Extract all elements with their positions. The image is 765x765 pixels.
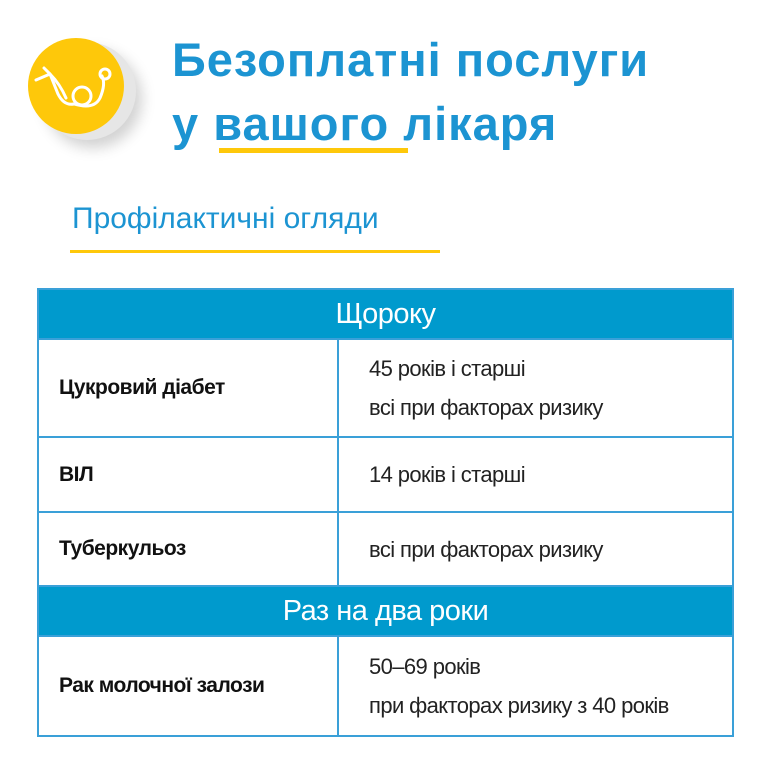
table-row: Туберкульоз всі при факторах ризику <box>37 511 734 587</box>
condition-name: Цукровий діабет <box>37 338 339 438</box>
condition-criteria: 14 років і старші <box>337 436 734 513</box>
title-underline <box>219 148 408 153</box>
section-header: Щороку <box>37 288 734 340</box>
screenings-table: Щороку Цукровий діабет 45 років і старші… <box>37 288 734 737</box>
condition-name: Рак молочної залози <box>37 635 339 737</box>
table-row: Рак молочної залози 50–69 років при факто… <box>37 635 734 737</box>
condition-name: ВІЛ <box>37 436 339 513</box>
condition-name: Туберкульоз <box>37 511 339 587</box>
stethoscope-icon <box>28 38 124 134</box>
condition-criteria: всі при факторах ризику <box>337 511 734 587</box>
subtitle-underline <box>70 250 440 253</box>
condition-criteria: 45 років і старші всі при факторах ризику <box>337 338 734 438</box>
condition-criteria: 50–69 років при факторах ризику з 40 рокі… <box>337 635 734 737</box>
section-header: Раз на два роки <box>37 585 734 637</box>
page-title-line1: Безоплатні послуги <box>172 33 650 86</box>
section-title: Щороку <box>37 288 734 340</box>
table-row: ВІЛ 14 років і старші <box>37 436 734 513</box>
title-underlined-word: вашого <box>213 97 390 150</box>
section-subtitle: Профілактичні огляди <box>72 202 379 235</box>
page-title-line2: у вашого лікаря <box>172 97 558 150</box>
table-row: Цукровий діабет 45 років і старші всі при… <box>37 338 734 438</box>
section-title: Раз на два роки <box>37 585 734 637</box>
